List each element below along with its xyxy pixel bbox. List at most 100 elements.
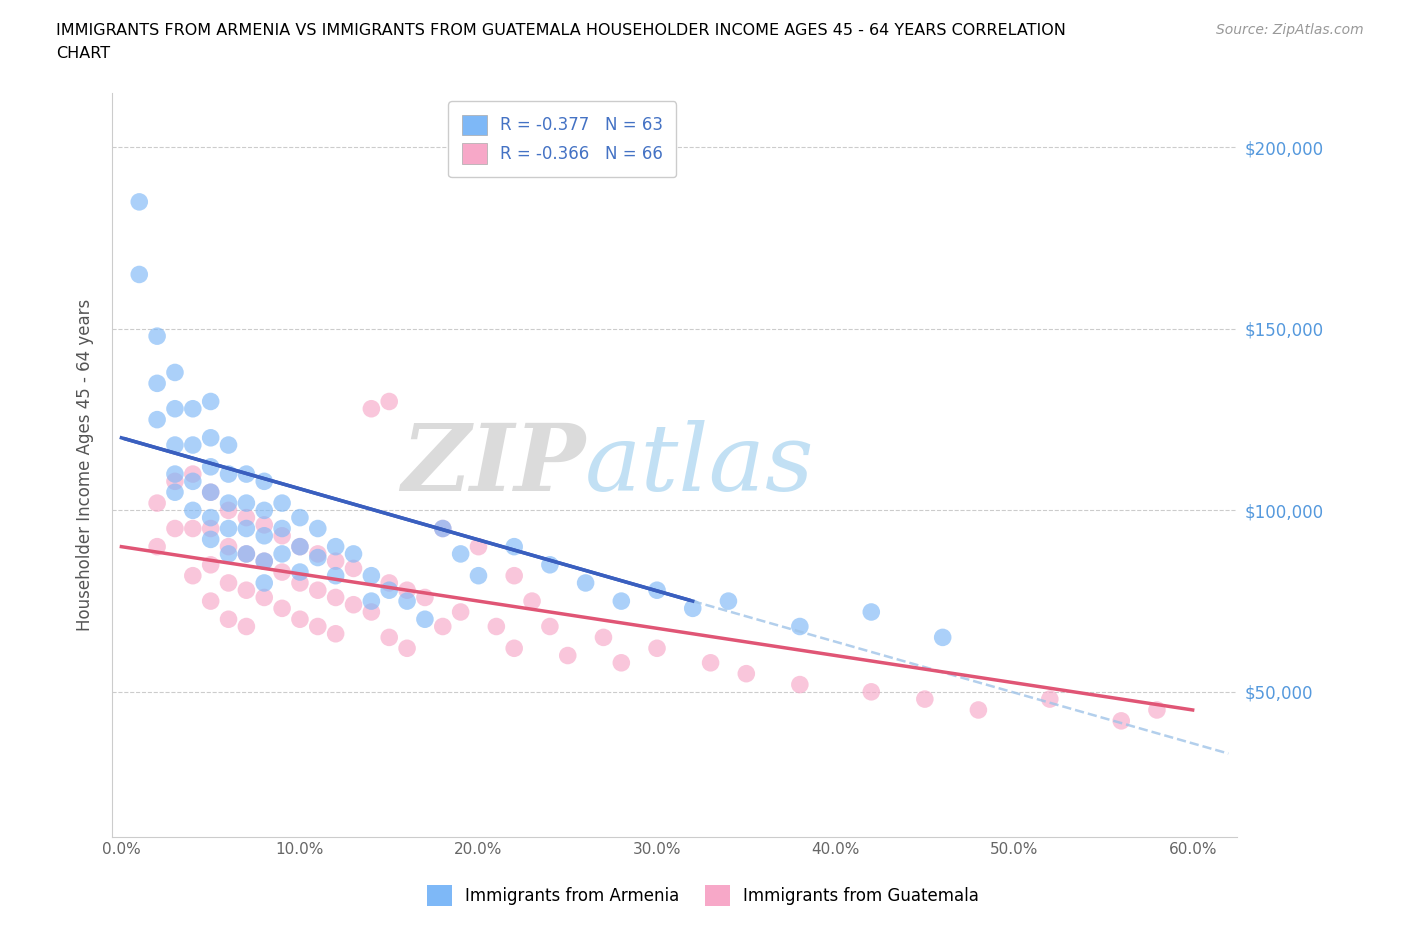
- Point: [271, 601, 294, 616]
- Point: [592, 630, 614, 644]
- Point: [218, 547, 240, 562]
- Point: [413, 590, 436, 604]
- Point: [253, 517, 276, 532]
- Point: [557, 648, 579, 663]
- Point: [271, 496, 294, 511]
- Point: [503, 539, 526, 554]
- Point: [146, 539, 169, 554]
- Point: [307, 551, 329, 565]
- Point: [200, 431, 222, 445]
- Point: [128, 267, 150, 282]
- Point: [575, 576, 598, 591]
- Point: [235, 547, 257, 562]
- Point: [860, 684, 883, 699]
- Point: [645, 583, 668, 598]
- Point: [288, 612, 311, 627]
- Point: [396, 641, 419, 656]
- Point: [271, 528, 294, 543]
- Point: [253, 590, 276, 604]
- Point: [181, 503, 204, 518]
- Point: [288, 539, 311, 554]
- Point: [360, 593, 382, 608]
- Point: [253, 553, 276, 568]
- Point: [307, 619, 329, 634]
- Point: [253, 503, 276, 518]
- Point: [610, 593, 633, 608]
- Point: [610, 656, 633, 671]
- Point: [467, 568, 489, 583]
- Point: [485, 619, 508, 634]
- Point: [860, 604, 883, 619]
- Point: [163, 402, 186, 417]
- Point: [235, 467, 257, 482]
- Point: [467, 539, 489, 554]
- Point: [253, 474, 276, 489]
- Point: [235, 583, 257, 598]
- Point: [163, 485, 186, 499]
- Point: [1039, 692, 1062, 707]
- Point: [181, 521, 204, 536]
- Point: [450, 604, 472, 619]
- Point: [360, 402, 382, 417]
- Point: [432, 521, 454, 536]
- Point: [181, 568, 204, 583]
- Point: [181, 438, 204, 453]
- Point: [645, 641, 668, 656]
- Point: [235, 547, 257, 562]
- Point: [342, 561, 364, 576]
- Point: [699, 656, 721, 671]
- Point: [360, 604, 382, 619]
- Point: [218, 539, 240, 554]
- Text: CHART: CHART: [56, 46, 110, 61]
- Point: [1146, 702, 1168, 717]
- Point: [200, 511, 222, 525]
- Point: [146, 328, 169, 343]
- Point: [914, 692, 936, 707]
- Point: [325, 568, 347, 583]
- Text: IMMIGRANTS FROM ARMENIA VS IMMIGRANTS FROM GUATEMALA HOUSEHOLDER INCOME AGES 45 : IMMIGRANTS FROM ARMENIA VS IMMIGRANTS FR…: [56, 23, 1066, 38]
- Text: atlas: atlas: [585, 420, 814, 510]
- Point: [288, 539, 311, 554]
- Point: [288, 576, 311, 591]
- Point: [432, 619, 454, 634]
- Point: [271, 547, 294, 562]
- Point: [789, 677, 811, 692]
- Point: [200, 557, 222, 572]
- Point: [1109, 713, 1132, 728]
- Point: [307, 583, 329, 598]
- Point: [378, 630, 401, 644]
- Point: [717, 593, 740, 608]
- Point: [253, 528, 276, 543]
- Point: [235, 496, 257, 511]
- Point: [200, 485, 222, 499]
- Point: [181, 474, 204, 489]
- Point: [503, 568, 526, 583]
- Point: [432, 521, 454, 536]
- Point: [288, 565, 311, 579]
- Point: [253, 576, 276, 591]
- Point: [163, 365, 186, 379]
- Point: [378, 394, 401, 409]
- Point: [396, 583, 419, 598]
- Y-axis label: Householder Income Ages 45 - 64 years: Householder Income Ages 45 - 64 years: [76, 299, 94, 631]
- Point: [307, 547, 329, 562]
- Point: [967, 702, 990, 717]
- Point: [146, 412, 169, 427]
- Point: [218, 503, 240, 518]
- Point: [218, 576, 240, 591]
- Point: [218, 521, 240, 536]
- Point: [163, 438, 186, 453]
- Point: [200, 485, 222, 499]
- Point: [235, 619, 257, 634]
- Point: [325, 539, 347, 554]
- Point: [682, 601, 704, 616]
- Point: [128, 194, 150, 209]
- Point: [931, 630, 953, 644]
- Point: [200, 459, 222, 474]
- Point: [163, 467, 186, 482]
- Point: [218, 467, 240, 482]
- Text: ZIP: ZIP: [401, 420, 585, 510]
- Point: [163, 521, 186, 536]
- Point: [342, 597, 364, 612]
- Point: [253, 553, 276, 568]
